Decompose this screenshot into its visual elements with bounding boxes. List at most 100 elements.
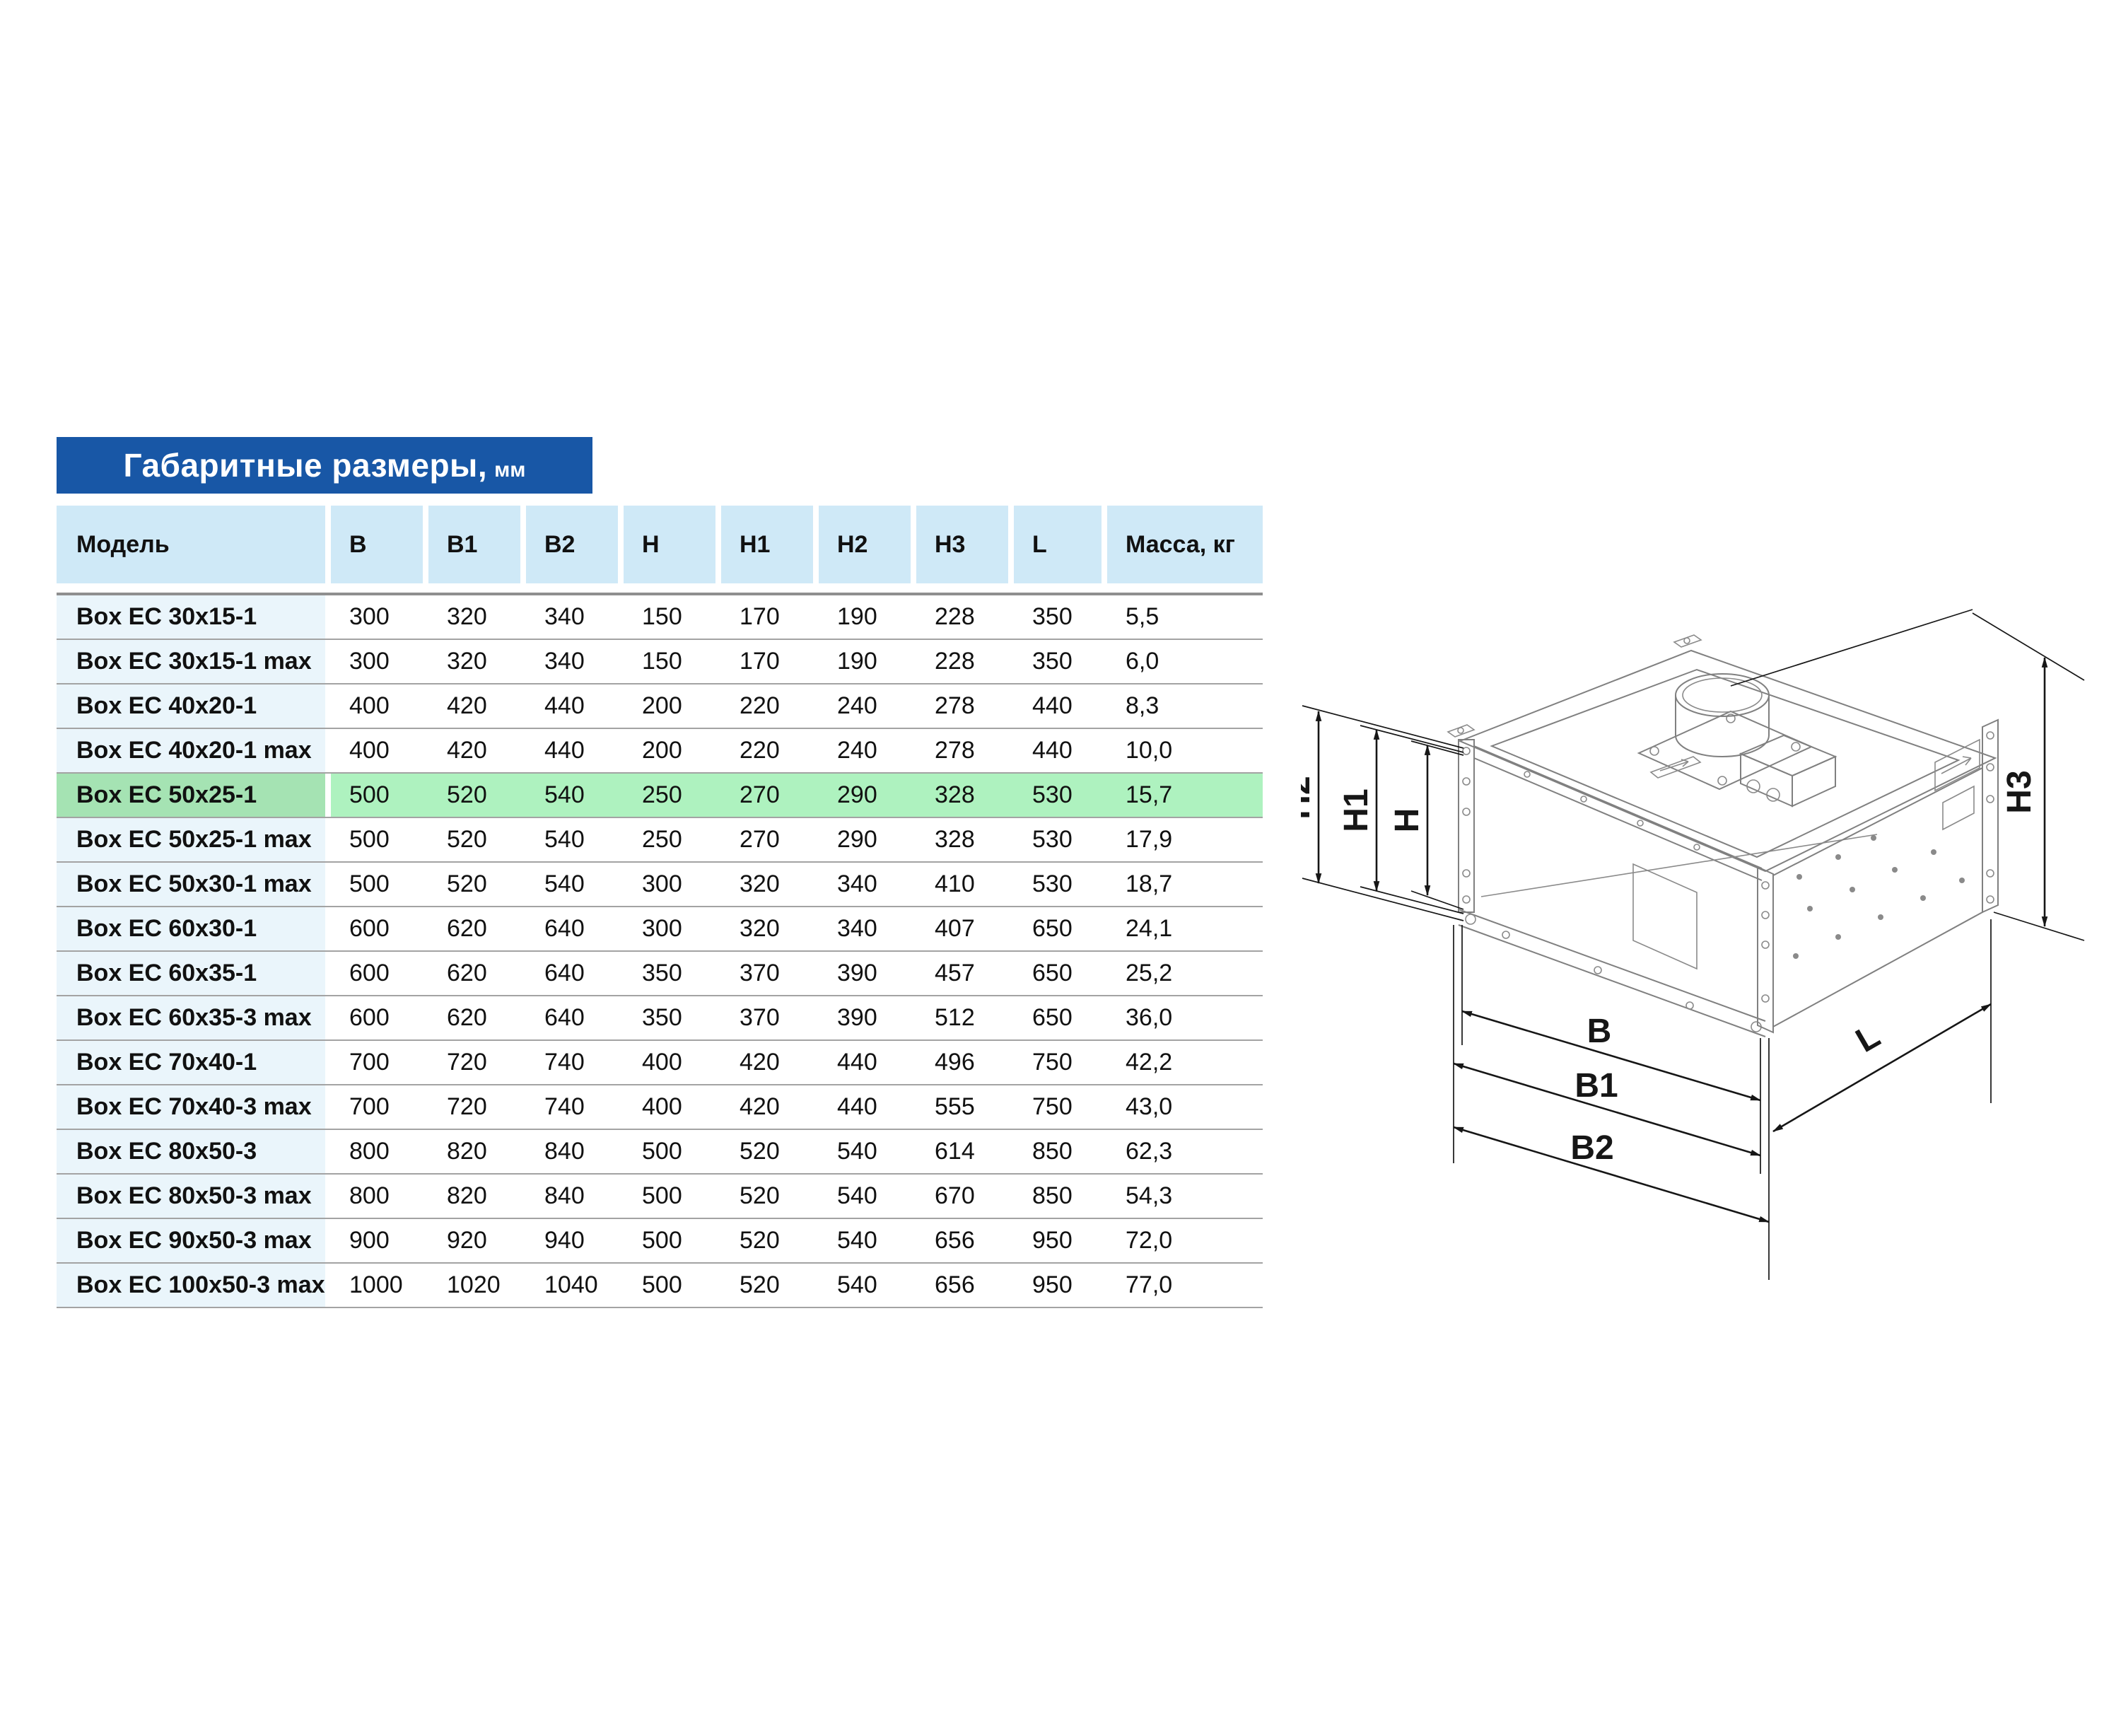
dim-label-h3: H3 — [2001, 770, 2038, 813]
column-gap — [423, 506, 428, 583]
value-b: 600 — [349, 915, 390, 942]
value-b: 800 — [349, 1182, 390, 1209]
column-header-mass: Масса, кг — [1107, 506, 1263, 583]
value-h3: 228 — [935, 603, 975, 630]
value-h1: 520 — [740, 1271, 780, 1298]
column-gap — [911, 506, 916, 583]
value-l: 850 — [1032, 1182, 1073, 1209]
value-mass: 54,3 — [1126, 1182, 1173, 1209]
value-h1: 320 — [740, 915, 780, 942]
value-mass: 18,7 — [1126, 870, 1173, 897]
column-header-model: Модель — [57, 506, 325, 583]
value-h2: 340 — [837, 915, 877, 942]
value-h2: 290 — [837, 781, 877, 808]
value-h2: 540 — [837, 1182, 877, 1209]
table-row: Box EC 80x50-3 800 820 840 500 520 540 6… — [57, 1130, 1263, 1175]
row-values: 600 620 640 300 320 340 407 650 24,1 — [331, 907, 1263, 950]
value-l: 350 — [1032, 603, 1073, 630]
dim-label-b: B — [1587, 1013, 1612, 1050]
value-h1: 520 — [740, 1182, 780, 1209]
dim-label-b1: B1 — [1574, 1067, 1618, 1105]
value-b2: 440 — [544, 692, 585, 719]
value-h1: 420 — [740, 1049, 780, 1076]
value-h3: 656 — [935, 1271, 975, 1298]
column-gap — [325, 952, 331, 995]
value-h1: 220 — [740, 692, 780, 719]
value-mass: 62,3 — [1126, 1138, 1173, 1165]
column-gap — [325, 1175, 331, 1218]
value-mass: 25,2 — [1126, 960, 1173, 986]
row-values: 300 320 340 150 170 190 228 350 5,5 — [331, 595, 1263, 639]
value-b1: 320 — [447, 603, 487, 630]
value-h3: 278 — [935, 737, 975, 764]
table-row: Box EC 90x50-3 max 900 920 940 500 520 5… — [57, 1219, 1263, 1264]
value-h: 150 — [642, 603, 682, 630]
value-h1: 420 — [740, 1093, 780, 1120]
model-cell: Box EC 70x40-3 max — [57, 1085, 325, 1129]
dim-label-l: L — [1850, 1017, 1886, 1060]
column-header-h2: H2 — [819, 506, 911, 583]
value-mass: 8,3 — [1126, 692, 1159, 719]
value-h: 300 — [642, 915, 682, 942]
value-b2: 940 — [544, 1227, 585, 1254]
value-mass: 15,7 — [1126, 781, 1173, 808]
value-b: 400 — [349, 692, 390, 719]
value-h1: 370 — [740, 960, 780, 986]
table-row: Box EC 50x30-1 max 500 520 540 300 320 3… — [57, 863, 1263, 907]
row-values: 300 320 340 150 170 190 228 350 6,0 — [331, 640, 1263, 683]
dimensions-table: Модель B B1 B2 H H1 H2 H3 L Масса, кг Bo… — [57, 506, 1263, 1308]
value-h2: 540 — [837, 1271, 877, 1298]
model-cell: Box EC 60x30-1 — [57, 907, 325, 950]
column-gap — [325, 863, 331, 906]
model-cell: Box EC 80x50-3 max — [57, 1175, 325, 1218]
value-b2: 340 — [544, 603, 585, 630]
value-h2: 190 — [837, 603, 877, 630]
column-gap — [325, 729, 331, 772]
table-row: Box EC 50x25-1 500 520 540 250 270 290 3… — [57, 774, 1263, 818]
value-b: 600 — [349, 960, 390, 986]
value-h3: 555 — [935, 1093, 975, 1120]
value-mass: 5,5 — [1126, 603, 1159, 630]
value-h2: 390 — [837, 960, 877, 986]
column-gap — [325, 1264, 331, 1307]
row-values: 600 620 640 350 370 390 512 650 36,0 — [331, 996, 1263, 1039]
model-cell: Box EC 100x50-3 max — [57, 1264, 325, 1307]
dim-label-h: H — [1389, 808, 1426, 833]
value-h3: 410 — [935, 870, 975, 897]
row-values: 400 420 440 200 220 240 278 440 8,3 — [331, 685, 1263, 728]
value-h: 350 — [642, 1004, 682, 1031]
table-row: Box EC 80x50-3 max 800 820 840 500 520 5… — [57, 1175, 1263, 1219]
row-values: 500 520 540 250 270 290 328 530 17,9 — [331, 818, 1263, 861]
value-b1: 320 — [447, 648, 487, 675]
column-gap — [325, 640, 331, 683]
row-values: 700 720 740 400 420 440 555 750 43,0 — [331, 1085, 1263, 1129]
dim-label-h2: H2 — [1301, 776, 1317, 819]
value-b1: 520 — [447, 781, 487, 808]
value-h1: 270 — [740, 781, 780, 808]
value-b1: 620 — [447, 915, 487, 942]
value-h2: 190 — [837, 648, 877, 675]
value-mass: 42,2 — [1126, 1049, 1173, 1076]
section-title-bar: Габаритные размеры, мм — [57, 437, 592, 494]
value-mass: 77,0 — [1126, 1271, 1173, 1298]
column-gap — [325, 685, 331, 728]
column-gap — [1008, 506, 1014, 583]
table-row: Box EC 70x40-1 700 720 740 400 420 440 4… — [57, 1041, 1263, 1085]
column-header-h3: H3 — [916, 506, 1008, 583]
model-cell: Box EC 40x20-1 — [57, 685, 325, 728]
value-mass: 10,0 — [1126, 737, 1173, 764]
value-b2: 540 — [544, 781, 585, 808]
value-h: 400 — [642, 1049, 682, 1076]
value-l: 750 — [1032, 1049, 1073, 1076]
table-row: Box EC 30x15-1 300 320 340 150 170 190 2… — [57, 595, 1263, 640]
model-cell: Box EC 70x40-1 — [57, 1041, 325, 1084]
value-h3: 328 — [935, 781, 975, 808]
section-title-unit: мм — [494, 458, 526, 482]
value-h: 400 — [642, 1093, 682, 1120]
table-row: Box EC 60x35-1 600 620 640 350 370 390 4… — [57, 952, 1263, 996]
value-l: 650 — [1032, 915, 1073, 942]
fan-dimensions-diagram: H2 H1 H H3 B B1 B2 L — [1301, 609, 2085, 1280]
value-h3: 496 — [935, 1049, 975, 1076]
value-b: 700 — [349, 1093, 390, 1120]
